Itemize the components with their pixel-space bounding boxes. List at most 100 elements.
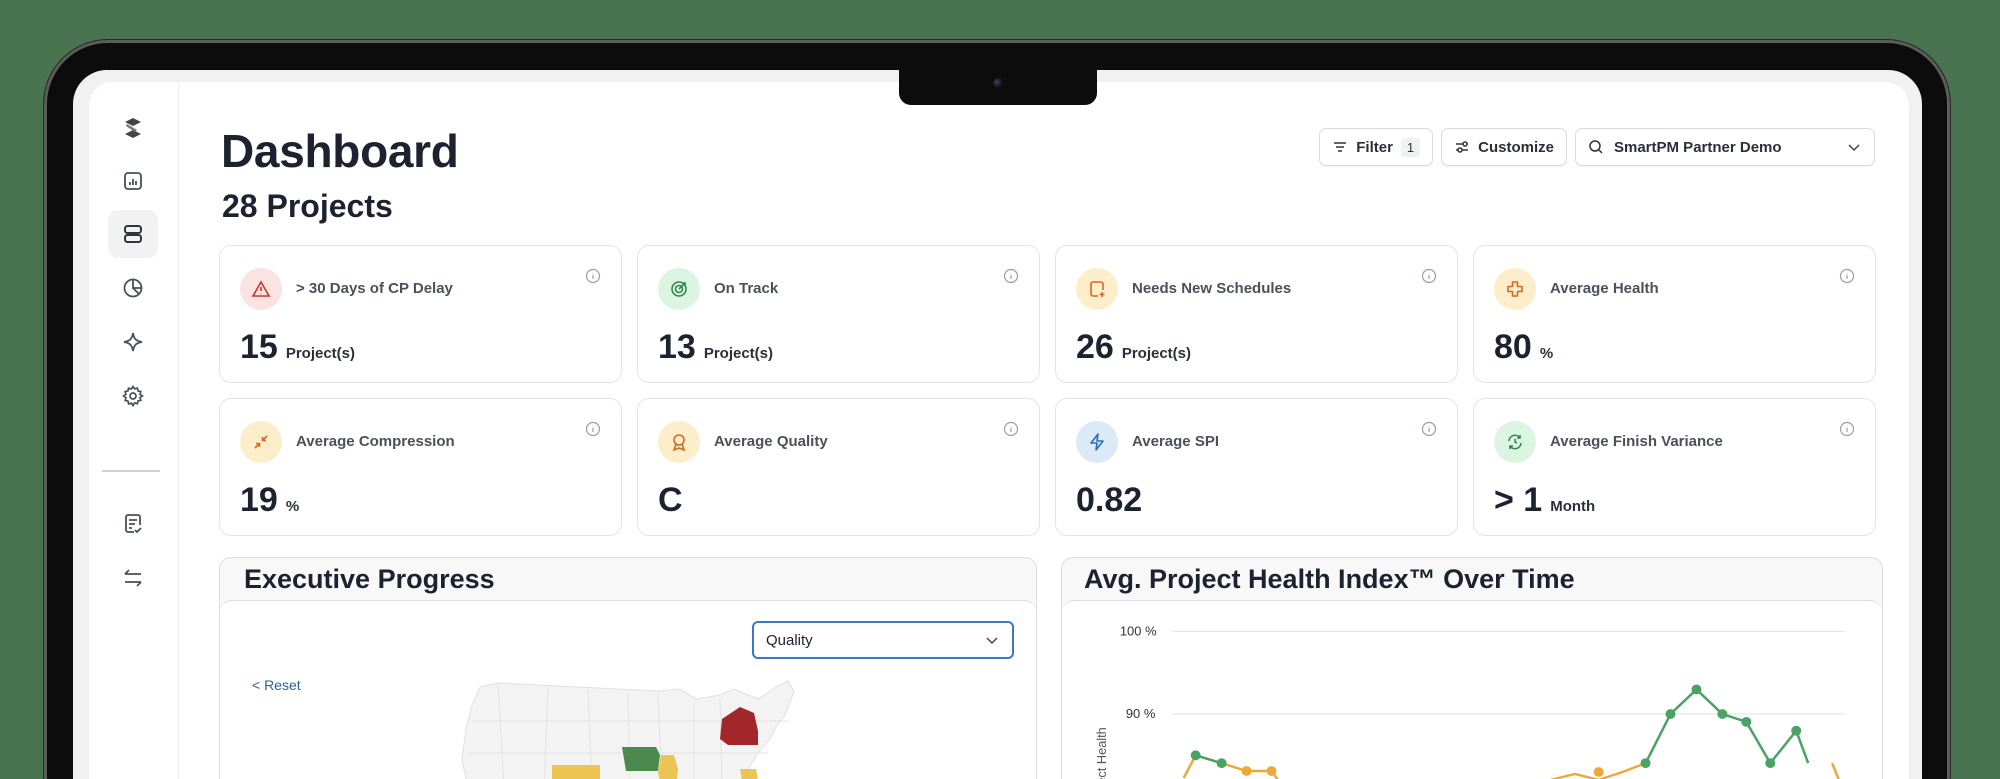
card-label: Needs New Schedules: [1132, 280, 1292, 297]
camera-notch: [899, 64, 1097, 105]
reset-link[interactable]: < Reset: [252, 677, 301, 693]
sidebar-item-switch[interactable]: [108, 554, 158, 602]
card-number: > 1: [1494, 481, 1543, 519]
card-number: 0.82: [1076, 481, 1143, 519]
kpi-card-on-track[interactable]: On Track 13 Project(s): [637, 245, 1040, 383]
chevron-down-icon: [1848, 144, 1860, 152]
card-number: 13: [658, 328, 696, 366]
metric-select[interactable]: Quality: [752, 621, 1014, 659]
kpi-card-average-finish-variance[interactable]: Average Finish Variance > 1 Month: [1473, 398, 1876, 536]
info-icon[interactable]: [1839, 268, 1855, 284]
executive-progress-title: Executive Progress: [244, 564, 495, 594]
gear-icon: [121, 384, 144, 408]
card-value: 80 %: [1494, 328, 1553, 367]
info-icon[interactable]: [1003, 268, 1019, 284]
state-new-york: [720, 707, 758, 745]
filter-label: Filter: [1356, 138, 1393, 156]
stacked-list-icon: [124, 225, 142, 243]
lightning-icon: [1076, 421, 1118, 463]
health-index-body: 100 % 90 % Project Health: [1062, 600, 1882, 779]
project-count: 28 Projects: [222, 188, 393, 224]
clock-refresh-icon: [1494, 421, 1536, 463]
filter-button[interactable]: Filter 1: [1319, 128, 1434, 166]
card-value: 15 Project(s): [240, 328, 355, 367]
card-value: 19 %: [240, 481, 299, 520]
file-plus-icon: [1076, 268, 1118, 310]
kpi-card-cp-delay[interactable]: > 30 Days of CP Delay 15 Project(s): [219, 245, 622, 383]
state-iowa: [622, 747, 660, 771]
info-icon[interactable]: [1839, 421, 1855, 437]
y-tick-100: 100 %: [1120, 623, 1157, 638]
metric-select-value: Quality: [766, 631, 813, 649]
card-value: 13 Project(s): [658, 328, 773, 367]
sidebar: [89, 82, 179, 779]
award-ribbon-icon: [658, 421, 700, 463]
state-illinois: [658, 755, 678, 779]
info-icon[interactable]: [585, 421, 601, 437]
card-number: 15: [240, 328, 278, 366]
sliders-icon: [1456, 141, 1469, 153]
health-index-title: Avg. Project Health Index™ Over Time: [1084, 564, 1575, 594]
sidebar-logo[interactable]: [108, 104, 158, 152]
card-number: 26: [1076, 328, 1114, 366]
card-value: 0.82: [1076, 481, 1150, 520]
card-number: 80: [1494, 328, 1532, 366]
card-unit: Project(s): [285, 345, 356, 362]
kpi-card-average-spi[interactable]: Average SPI 0.82: [1055, 398, 1458, 536]
kpi-cards: > 30 Days of CP Delay 15 Project(s) On T…: [219, 245, 1883, 536]
kpi-card-needs-new-schedules[interactable]: Needs New Schedules 26 Project(s): [1055, 245, 1458, 383]
card-unit: %: [285, 498, 300, 515]
card-label: Average SPI: [1132, 433, 1219, 450]
state-maryland: [740, 769, 758, 779]
kpi-card-average-compression[interactable]: Average Compression 19 %: [219, 398, 622, 536]
kpi-card-average-quality[interactable]: Average Quality C: [637, 398, 1040, 536]
filter-count-badge: 1: [1400, 137, 1421, 157]
sidebar-item-analytics[interactable]: [108, 264, 158, 312]
info-icon[interactable]: [1003, 421, 1019, 437]
sparkle-icon: [123, 332, 143, 352]
sidebar-item-reports[interactable]: [108, 157, 158, 205]
card-unit: %: [1539, 345, 1554, 362]
sidebar-item-settings[interactable]: [108, 372, 158, 420]
app-window: Dashboard 28 Projects Filter 1 Customize…: [89, 82, 1909, 779]
search-icon: [1589, 140, 1603, 154]
toolbar: Filter 1 Customize SmartPM Partner Demo: [1319, 128, 1875, 166]
chevron-down-icon: [986, 637, 998, 645]
y-tick-90: 90 %: [1126, 706, 1156, 721]
health-line-chart[interactable]: 100 % 90 % Project Health: [1062, 601, 1882, 779]
health-cross-icon: [1494, 268, 1536, 310]
filter-lines-icon: [1334, 142, 1347, 152]
us-map[interactable]: [458, 669, 838, 779]
pie-chart-icon: [123, 278, 143, 298]
info-icon[interactable]: [1421, 268, 1437, 284]
y-axis-label: Project Health: [1094, 727, 1109, 779]
card-label: Average Health: [1550, 280, 1659, 297]
card-label: Average Quality: [714, 433, 828, 450]
card-number: 19: [240, 481, 278, 519]
page-title: Dashboard: [221, 125, 459, 177]
warning-triangle-icon: [240, 268, 282, 310]
main-content: Dashboard 28 Projects Filter 1 Customize…: [179, 82, 1909, 779]
sidebar-item-insights[interactable]: [108, 318, 158, 366]
customize-button[interactable]: Customize: [1441, 128, 1567, 166]
card-label: Average Finish Variance: [1550, 433, 1723, 450]
target-icon: [658, 268, 700, 310]
health-index-panel: Avg. Project Health Index™ Over Time 100…: [1061, 557, 1883, 779]
sidebar-item-checklist[interactable]: [108, 500, 158, 548]
device-screen: Dashboard 28 Projects Filter 1 Customize…: [73, 70, 1922, 779]
card-label: Average Compression: [296, 433, 455, 450]
kpi-card-average-health[interactable]: Average Health 80 %: [1473, 245, 1876, 383]
sidebar-item-projects[interactable]: [108, 210, 158, 258]
arrows-exchange-icon: [124, 569, 142, 587]
card-number: C: [658, 481, 683, 519]
card-unit: Project(s): [703, 345, 774, 362]
organization-select[interactable]: SmartPM Partner Demo: [1575, 128, 1875, 166]
camera-icon: [993, 78, 1003, 88]
organization-select-value: SmartPM Partner Demo: [1614, 138, 1782, 156]
info-icon[interactable]: [585, 268, 601, 284]
info-icon[interactable]: [1421, 421, 1437, 437]
card-value: C: [658, 481, 691, 520]
state-colorado: [552, 765, 600, 779]
card-label: On Track: [714, 280, 779, 297]
card-label: > 30 Days of CP Delay: [296, 280, 453, 297]
